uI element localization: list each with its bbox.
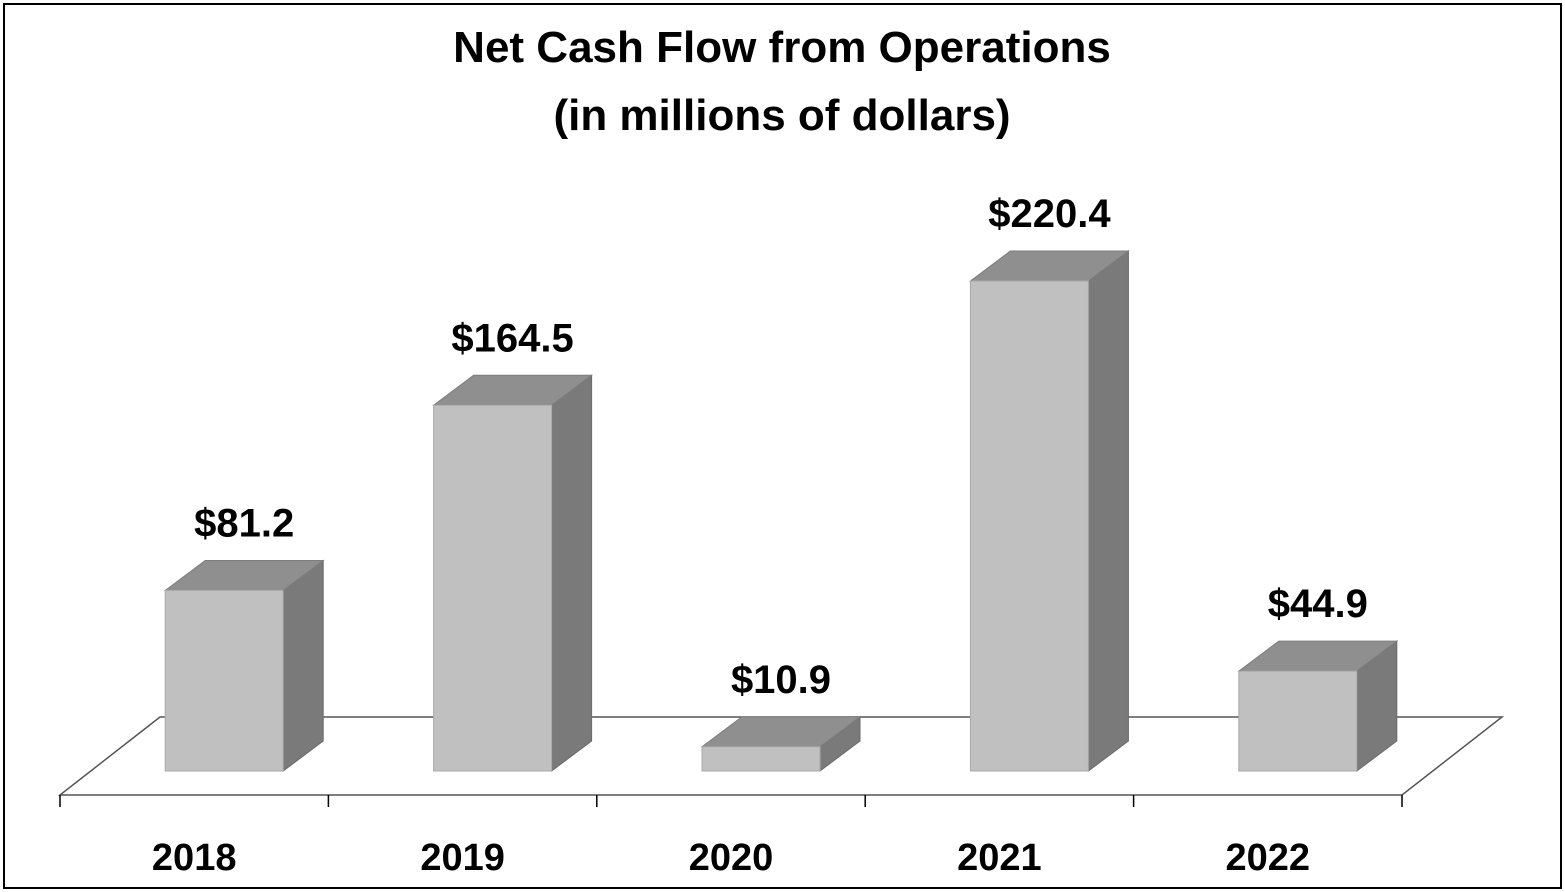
data-label-2018: $81.2	[194, 501, 294, 545]
bar-front-face	[701, 746, 821, 772]
bar-2018	[163, 559, 325, 772]
bar-2021	[968, 250, 1130, 772]
data-label-2022: $44.9	[1268, 582, 1368, 626]
x-tick-label-2020: 2020	[689, 837, 774, 879]
x-tick-label-2022: 2022	[1226, 837, 1311, 879]
data-label-2021: $220.4	[988, 192, 1111, 236]
chart-data-labels: $81.2 $164.5 $10.9 $220.4 $44.9	[194, 192, 1368, 702]
bar-2020	[700, 715, 862, 772]
chart-title: Net Cash Flow from Operations (in millio…	[453, 23, 1111, 140]
x-tick-label-2019: 2019	[420, 837, 505, 879]
chart-x-axis: 2018 2019 2020 2021 2022	[59, 795, 1403, 879]
chart-title-line-1: Net Cash Flow from Operations	[453, 23, 1111, 72]
chart-title-line-2: (in millions of dollars)	[553, 91, 1010, 140]
data-label-2020: $10.9	[731, 658, 831, 702]
bar-2022	[1237, 640, 1399, 772]
bar-2019	[432, 374, 594, 772]
data-label-2019: $164.5	[451, 316, 573, 360]
bar-front-face	[164, 589, 284, 772]
x-tick-label-2021: 2021	[957, 837, 1042, 879]
bar-front-face	[1238, 670, 1358, 772]
x-tick-label-2018: 2018	[152, 837, 237, 879]
bar-front-face	[433, 404, 553, 772]
bar-side-face	[282, 559, 324, 772]
chart-bars	[163, 250, 1399, 772]
bar-front-face	[969, 280, 1089, 772]
bar-side-face	[1087, 250, 1129, 772]
bar-side-face	[551, 374, 593, 772]
